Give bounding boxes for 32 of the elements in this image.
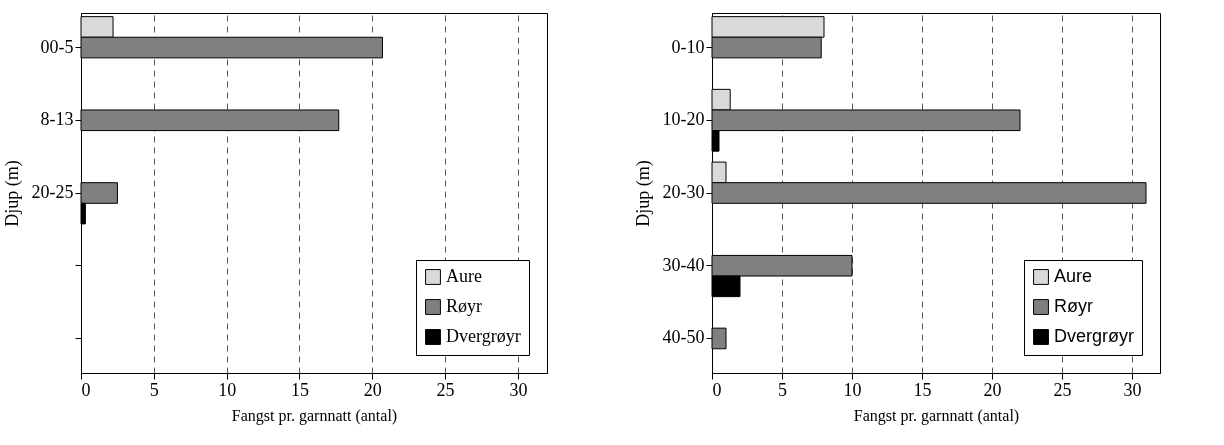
y-tick-label: 8-13 xyxy=(40,109,74,130)
x-tick-label: 25 xyxy=(436,379,455,400)
y-tick-label: 40-50 xyxy=(662,327,705,348)
x-tick-label: 10 xyxy=(843,379,862,400)
y-tick-label: 10-20 xyxy=(662,109,705,130)
x-tick-label: 15 xyxy=(290,379,309,400)
y-tick-label: 00-5 xyxy=(40,36,74,57)
legend-label: Røyr xyxy=(1054,296,1093,316)
y-axis-title: Djup (m) xyxy=(632,160,654,227)
x-tick-label: 5 xyxy=(149,379,159,400)
x-tick-label: 5 xyxy=(778,379,787,400)
x-tick-label: 30 xyxy=(509,379,528,400)
x-tick-label: 20 xyxy=(363,379,382,400)
y-tick-label: 20-30 xyxy=(662,182,705,202)
y-tick-label: 30-40 xyxy=(662,254,705,275)
legend-label: Aure xyxy=(1054,266,1093,286)
x-axis-title: Fangst pr. garnnatt (antal) xyxy=(853,406,1020,425)
y-axis-title: Djup (m) xyxy=(1,160,23,227)
x-tick-label: 0 xyxy=(712,379,722,400)
x-tick-label: 30 xyxy=(1123,379,1142,400)
x-tick-label: 25 xyxy=(1053,379,1072,400)
legend-label: Røyr xyxy=(446,296,483,316)
x-tick-label: 20 xyxy=(983,379,1002,400)
x-tick-label: 0 xyxy=(81,379,91,400)
x-tick-label: 10 xyxy=(218,379,237,400)
legend-label: Aure xyxy=(446,266,482,286)
y-tick-label: 0-10 xyxy=(671,36,705,57)
x-tick-label: 15 xyxy=(913,379,932,400)
legend-label: Dvergrøyr xyxy=(446,326,521,346)
x-axis-title: Fangst pr. garnnatt (antal) xyxy=(231,406,398,425)
y-tick-label: 20-25 xyxy=(31,182,74,202)
legend-label: Dvergrøyr xyxy=(1054,326,1134,346)
